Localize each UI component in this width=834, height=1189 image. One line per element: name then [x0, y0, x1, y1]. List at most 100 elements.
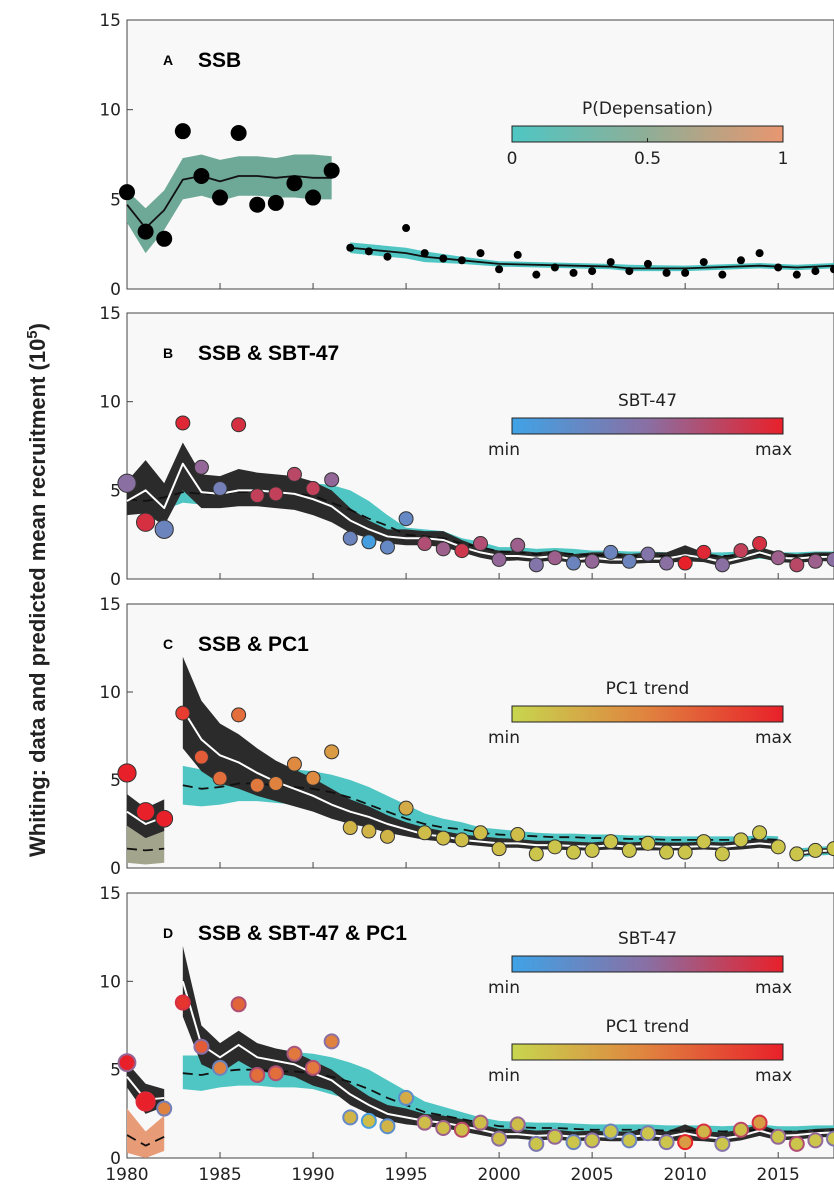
- data-point: [643, 259, 652, 268]
- data-point: [472, 1114, 489, 1131]
- data-point: [495, 265, 504, 274]
- colorbar-gradient: [511, 705, 784, 723]
- colorbar-pc1: PC1 trend min max: [488, 679, 792, 748]
- data-point: [398, 1089, 415, 1106]
- data-point: [681, 268, 690, 277]
- data-point: [566, 844, 582, 860]
- data-point: [342, 1109, 359, 1126]
- panel-c: 0 5 10 15 C SSB & PC1 PC1 trend min max: [99, 595, 834, 879]
- data-point: [621, 842, 637, 858]
- data-point: [625, 267, 634, 276]
- colorbar-title: PC1 trend: [606, 679, 690, 699]
- data-point: [360, 1112, 377, 1129]
- data-point: [305, 481, 321, 497]
- data-point: [136, 802, 156, 822]
- data-point: [212, 481, 228, 497]
- colorbar-min-label: min: [488, 1066, 520, 1086]
- data-point: [546, 1128, 563, 1145]
- data-point: [677, 555, 693, 571]
- data-point: [695, 1123, 712, 1140]
- data-point: [212, 1059, 229, 1076]
- data-point: [324, 744, 340, 760]
- data-point: [323, 1033, 340, 1050]
- data-point: [774, 263, 783, 272]
- data-point: [588, 267, 597, 276]
- data-point: [342, 820, 358, 836]
- data-point: [752, 825, 768, 841]
- data-point: [286, 175, 303, 192]
- data-point: [830, 265, 834, 274]
- panel-b-axes: [126, 312, 834, 580]
- data-point: [286, 466, 302, 482]
- prediction-line-dashed: [126, 1134, 165, 1147]
- data-point: [714, 1135, 731, 1152]
- data-point: [454, 832, 470, 848]
- x-tick-label: 2015: [757, 1165, 800, 1185]
- data-point: [547, 550, 563, 566]
- data-point: [569, 268, 578, 277]
- colorbar-tick-label: 1: [778, 149, 789, 169]
- colorbar-gradient: [511, 1043, 784, 1061]
- data-point: [792, 270, 801, 279]
- panel-d: 0 5 10 15 1980 1985 1990 1995 2000 2005 2010 2015 D S…: [99, 884, 834, 1185]
- prediction-band-dark: [182, 656, 779, 851]
- data-point: [811, 267, 820, 276]
- prediction-line-dashed: [126, 491, 834, 557]
- data-point: [826, 841, 834, 857]
- data-point: [699, 258, 708, 267]
- data-point: [193, 459, 209, 475]
- data-point: [417, 825, 433, 841]
- data-point: [457, 256, 466, 265]
- panel-d-label: D: [163, 925, 173, 941]
- data-point: [398, 800, 414, 816]
- y-tick-label: 10: [99, 393, 121, 413]
- panel-c-label: C: [163, 636, 173, 652]
- data-point: [305, 1059, 322, 1076]
- data-point: [249, 196, 266, 213]
- panel-a-title: SSB: [198, 49, 241, 72]
- y-tick-label: 0: [110, 280, 121, 300]
- data-point: [212, 770, 228, 786]
- data-point: [267, 1065, 284, 1082]
- data-point: [733, 832, 749, 848]
- data-point: [770, 839, 786, 855]
- data-point: [364, 247, 373, 256]
- panel-a: 0 5 10 15 A SSB P(Depensation) 0 0.5 1: [99, 11, 834, 300]
- data-point: [137, 223, 154, 240]
- data-point: [249, 777, 265, 793]
- data-point: [117, 763, 137, 783]
- x-tick-label: 1985: [198, 1165, 241, 1185]
- data-point: [193, 749, 209, 765]
- data-point: [230, 996, 247, 1013]
- data-point: [346, 243, 355, 252]
- y-tick-label: 0: [110, 570, 121, 590]
- data-point: [491, 551, 507, 567]
- data-point: [435, 1119, 452, 1136]
- data-point: [286, 756, 302, 772]
- panel-a-label: A: [163, 52, 173, 68]
- data-point: [621, 553, 637, 569]
- colorbar-min-label: min: [488, 728, 520, 748]
- data-point: [402, 224, 411, 233]
- data-point: [383, 252, 392, 261]
- data-point: [361, 823, 377, 839]
- data-point: [379, 828, 395, 844]
- colorbar-sbt47: SBT-47 min max: [488, 929, 792, 998]
- prediction-band-teal: [182, 765, 779, 845]
- data-point: [476, 249, 485, 258]
- panel-c-axes: [126, 603, 834, 869]
- colorbar-sbt47: SBT-47 min max: [488, 391, 792, 460]
- data-point: [509, 1116, 526, 1133]
- data-point: [510, 537, 526, 553]
- colorbar-title: PC1 trend: [606, 1017, 690, 1037]
- data-point: [528, 846, 544, 862]
- data-point: [826, 551, 834, 567]
- data-point: [231, 417, 247, 433]
- data-point: [736, 256, 745, 265]
- y-tick-label: 15: [99, 884, 121, 904]
- data-point: [174, 994, 191, 1011]
- colorbar-max-label: max: [755, 978, 792, 998]
- data-point: [212, 189, 229, 206]
- data-point: [268, 486, 284, 502]
- data-point: [324, 472, 340, 488]
